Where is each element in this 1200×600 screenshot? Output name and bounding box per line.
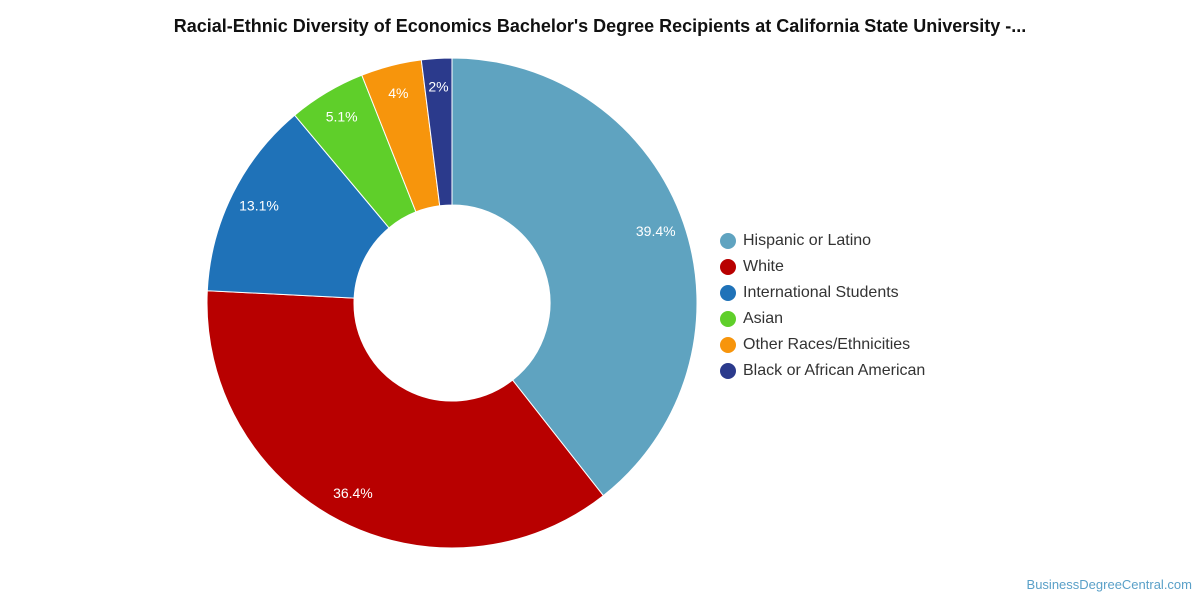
slice-label-black-or-african-american: 2% [428,79,448,95]
donut-slices [206,57,698,549]
legend-swatch [720,311,736,327]
slice-white[interactable] [206,290,605,549]
slice-label-white: 36.4% [333,485,373,501]
legend-swatch [720,233,736,249]
slice-label-asian: 5.1% [326,108,358,124]
legend-label: Other Races/Ethnicities [743,336,911,353]
chart-title: Racial-Ethnic Diversity of Economics Bac… [173,16,1027,36]
slice-label-international-students: 13.1% [239,198,279,214]
legend-swatch [720,363,736,379]
slice-black-or-african-american[interactable] [420,57,453,207]
slice-labels: 39.4% 36.4% 13.1% 5.1% 4% 2% [239,79,675,502]
watermark[interactable]: BusinessDegreeCentral.com [1026,577,1192,592]
slice-hispanic-or-latino[interactable] [451,57,698,497]
legend: Hispanic or Latino White International Stu… [720,228,925,384]
legend-item-asian[interactable]: Asian [720,306,925,332]
legend-label: Asian [743,310,784,327]
legend-label: White [743,258,784,275]
slice-label-hispanic-or-latino: 39.4% [636,223,676,239]
legend-item-other-races-ethnicities[interactable]: Other Races/Ethnicities [720,332,925,358]
legend-label: Black or African American [743,362,926,379]
legend-item-hispanic-or-latino[interactable]: Hispanic or Latino [720,228,925,254]
slice-label-other-races-ethnicities: 4% [388,85,408,101]
legend-item-white[interactable]: White [720,254,925,280]
legend-swatch [720,285,736,301]
legend-swatch [720,259,736,275]
slice-international-students[interactable] [206,114,390,299]
legend-item-international-students[interactable]: International Students [720,280,925,306]
legend-label: International Students [743,284,899,301]
legend-item-black-or-african-american[interactable]: Black or African American [720,358,925,384]
legend-label: Hispanic or Latino [743,232,872,249]
legend-swatch [720,337,736,353]
